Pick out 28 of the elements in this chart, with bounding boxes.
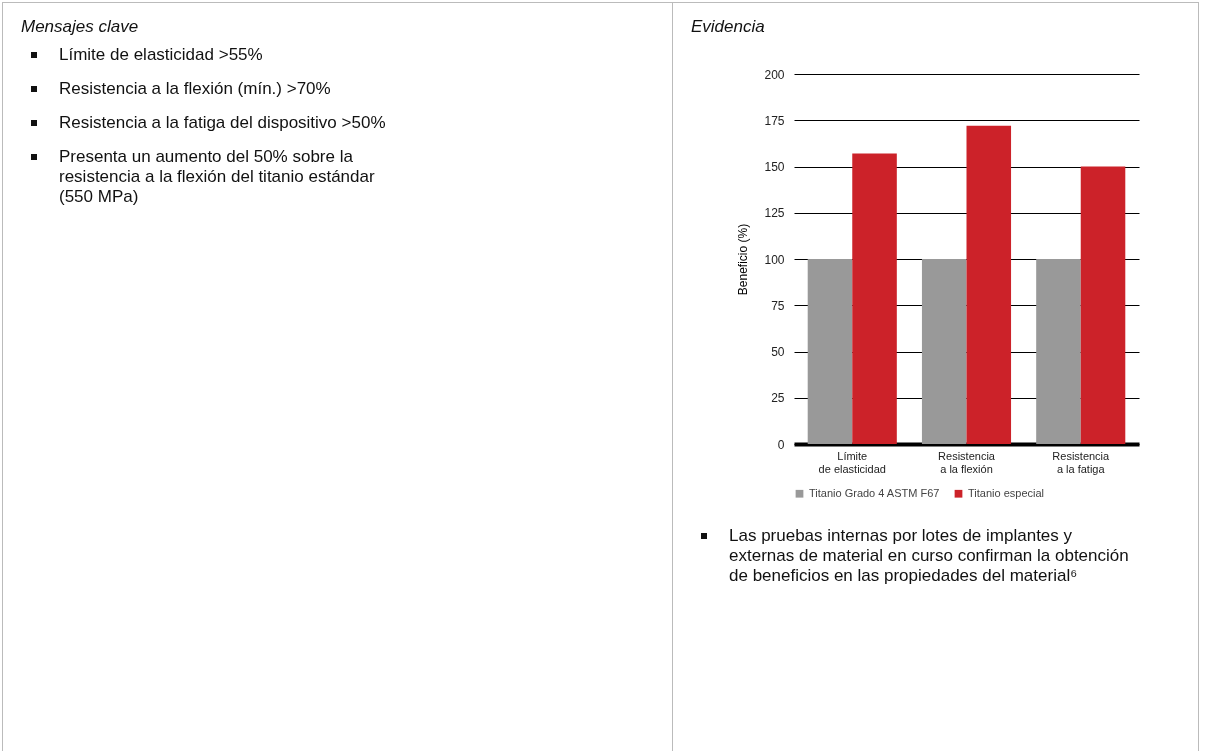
y-tick-label: 150 <box>764 160 785 174</box>
y-tick-label: 0 <box>777 437 785 452</box>
text: Presenta un aumento del 50% sobre la resistencia a la flexión del titanio estándar (550 MPa) <box>59 147 375 206</box>
y-tick-label: 125 <box>764 206 785 221</box>
bar <box>852 153 897 444</box>
x-tick-label: Resistencia a la flexión <box>938 449 996 475</box>
bar <box>966 125 1012 444</box>
y-tick-label: 25 <box>771 391 785 406</box>
y-tick-label: 75 <box>771 298 785 313</box>
legend-label: Titanio Grado 4 ASTM F67 <box>809 486 940 499</box>
chart-title: Evidencia <box>691 17 766 37</box>
bar <box>1080 166 1126 444</box>
y-tick-label: 175 <box>764 113 785 128</box>
bar <box>807 259 853 444</box>
x-tick-label: Resistencia a la fatiga <box>1052 449 1111 475</box>
bar <box>921 259 967 444</box>
legend-label: Titanio especial <box>968 486 1045 499</box>
text: Límite de elasticidad >55% <box>59 45 263 64</box>
text: Las pruebas internas por lotes de implantes y externas de material en curso confirman la obtención de beneficios en las propiedades del material⁶ <box>729 526 1129 585</box>
text: Resistencia a la fatiga del dispositivo >50% <box>59 113 386 132</box>
y-tick-label: 200 <box>764 67 785 82</box>
y-tick-label: 50 <box>771 345 785 359</box>
bar <box>1036 259 1081 444</box>
y-axis-title: Beneficio (%) <box>736 223 751 296</box>
x-tick-label: Límite de elasticidad <box>818 449 886 475</box>
text: Mensajes clave <box>21 17 140 37</box>
text: Resistencia a la flexión (mín.) >70% <box>59 79 331 98</box>
y-tick-label: 100 <box>764 252 785 267</box>
